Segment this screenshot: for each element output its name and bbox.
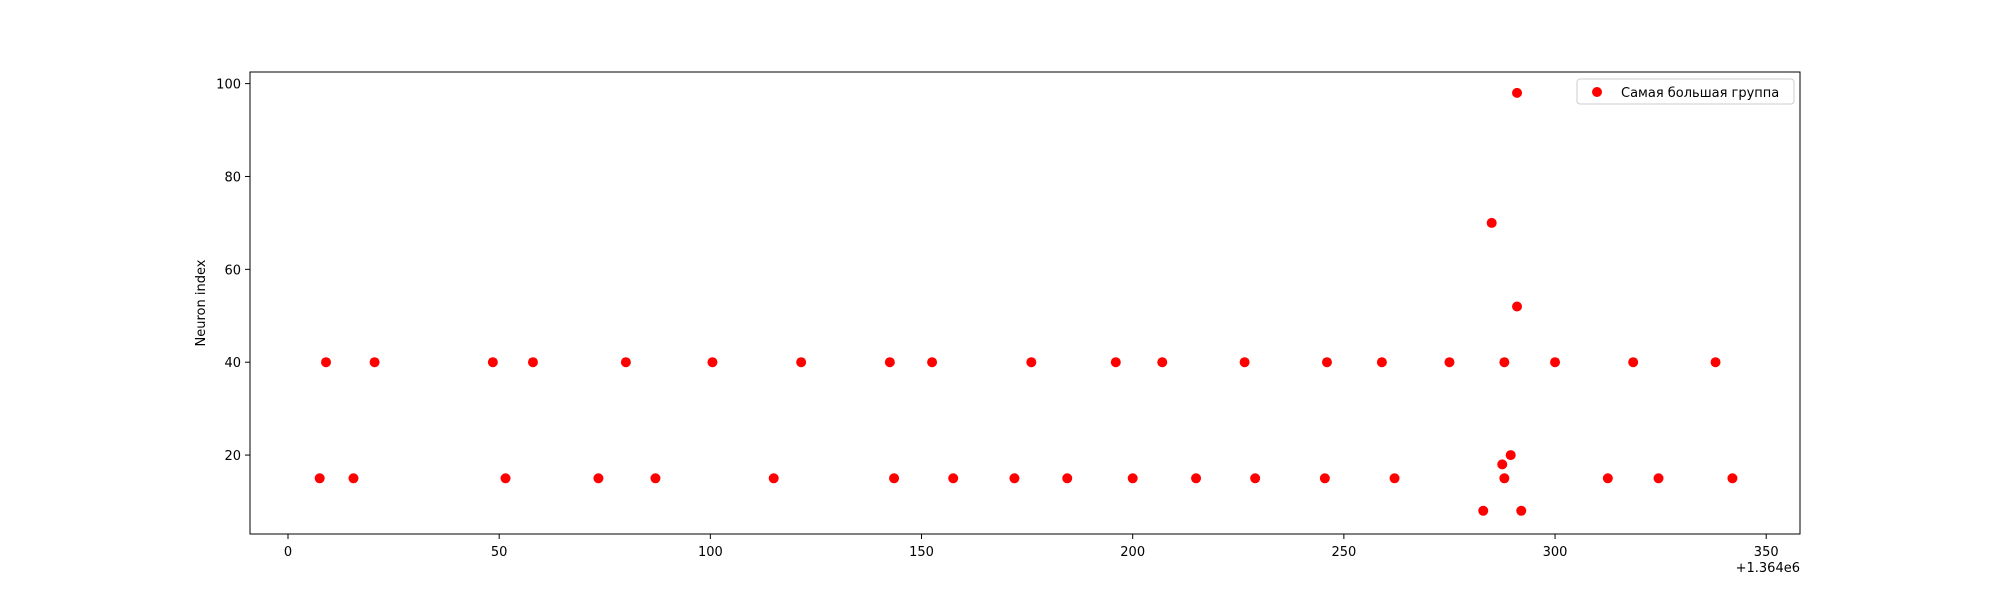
data-point xyxy=(1727,473,1738,484)
data-point xyxy=(927,357,938,368)
y-axis-label: Neuron index xyxy=(194,259,209,346)
x-tick-label: 250 xyxy=(1331,545,1356,560)
data-point xyxy=(1321,357,1332,368)
data-point xyxy=(1499,357,1510,368)
data-point xyxy=(1239,357,1250,368)
data-point xyxy=(1653,473,1664,484)
y-tick-label: 40 xyxy=(224,356,241,371)
data-point xyxy=(1110,357,1121,368)
data-point xyxy=(1512,301,1523,312)
data-point xyxy=(620,357,631,368)
data-point xyxy=(1499,473,1510,484)
x-tick-label: 300 xyxy=(1543,545,1568,560)
data-point xyxy=(1478,505,1489,516)
y-axis-ticks: 20 40 60 80 100 xyxy=(216,78,250,464)
data-point xyxy=(593,473,604,484)
data-point xyxy=(1250,473,1261,484)
data-point xyxy=(314,473,325,484)
data-point xyxy=(348,473,359,484)
data-point xyxy=(1710,357,1721,368)
legend-label: Самая большая группа xyxy=(1621,86,1779,101)
data-point xyxy=(527,357,538,368)
data-point xyxy=(321,357,332,368)
data-point xyxy=(1026,357,1037,368)
legend-box xyxy=(1576,78,1795,105)
data-points xyxy=(314,87,1738,516)
data-point xyxy=(1628,357,1639,368)
data-point xyxy=(796,357,807,368)
y-tick-label: 80 xyxy=(224,170,241,185)
data-point xyxy=(1550,357,1561,368)
data-point xyxy=(1127,473,1138,484)
data-point xyxy=(1319,473,1330,484)
data-point xyxy=(1376,357,1387,368)
axes-frame xyxy=(249,71,1801,535)
legend-marker xyxy=(1592,87,1602,97)
x-tick-label: 350 xyxy=(1754,545,1779,560)
data-point xyxy=(1157,357,1168,368)
data-point xyxy=(1505,450,1516,461)
y-tick-label: 100 xyxy=(216,78,241,93)
legend: Самая большая группа xyxy=(1576,78,1795,105)
data-point xyxy=(1062,473,1073,484)
data-point xyxy=(948,473,959,484)
data-point xyxy=(884,357,895,368)
x-axis-offset-label: +1.364e6 xyxy=(1736,561,1800,576)
data-point xyxy=(650,473,661,484)
plot-area: 0 50 100 150 200 250 300 350 20 40 60 80 100 +1.364… xyxy=(194,71,1801,576)
data-point xyxy=(707,357,718,368)
data-point xyxy=(369,357,380,368)
data-point xyxy=(1486,217,1497,228)
data-point xyxy=(1516,505,1527,516)
data-point xyxy=(889,473,900,484)
x-tick-label: 150 xyxy=(909,545,934,560)
data-point xyxy=(1497,459,1508,470)
data-point xyxy=(1389,473,1400,484)
data-point xyxy=(1009,473,1020,484)
x-tick-label: 0 xyxy=(284,545,292,560)
data-point xyxy=(487,357,498,368)
data-point xyxy=(1602,473,1613,484)
data-point xyxy=(500,473,511,484)
data-point xyxy=(1444,357,1455,368)
data-point xyxy=(1512,87,1523,98)
x-tick-label: 100 xyxy=(698,545,723,560)
x-tick-label: 200 xyxy=(1120,545,1145,560)
data-point xyxy=(1191,473,1202,484)
data-point xyxy=(768,473,779,484)
x-tick-label: 50 xyxy=(491,545,508,560)
x-axis-ticks: 0 50 100 150 200 250 300 350 xyxy=(284,534,1779,560)
y-tick-label: 60 xyxy=(224,263,241,278)
y-tick-label: 20 xyxy=(224,449,241,464)
